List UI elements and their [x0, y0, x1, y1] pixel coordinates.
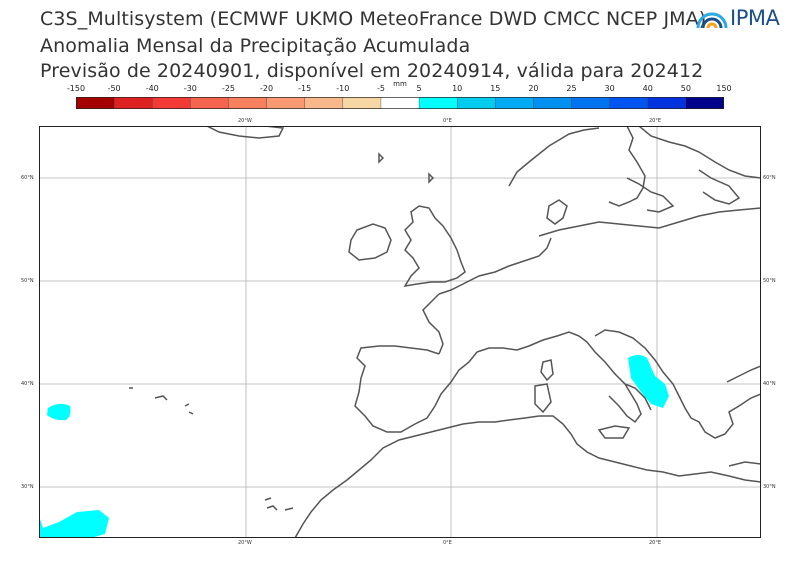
- anomaly-patch-southwest: [39, 510, 109, 538]
- latitude-tick-label: 60°N: [21, 175, 34, 181]
- longitude-tick-label: 20°W: [238, 118, 252, 124]
- anomaly-patch-adriatic: [628, 355, 669, 408]
- colorbar-level-label: 10: [452, 84, 463, 93]
- map-gridlines: [39, 126, 761, 538]
- europe-anomaly-map: [39, 126, 761, 538]
- colorbar-swatch: [571, 97, 611, 109]
- latitude-tick-label: 60°N: [763, 175, 776, 181]
- colorbar-swatch: [685, 97, 724, 109]
- colorbar-level-label: -15: [298, 84, 312, 93]
- longitude-tick-label: 20°E: [649, 118, 662, 124]
- colorbar-swatch: [647, 97, 687, 109]
- colorbar-swatch: [418, 97, 458, 109]
- latitude-tick-label: 40°N: [763, 381, 776, 387]
- colorbar-level-label: -5: [376, 84, 385, 93]
- colorbar-level-label: 15: [490, 84, 501, 93]
- colorbar-level-label: 5: [416, 84, 422, 93]
- longitude-tick-label: 0°E: [443, 540, 452, 546]
- latitude-tick-label: 40°N: [21, 381, 34, 387]
- colorbar-outline: [76, 97, 724, 109]
- longitude-tick-label: 0°E: [443, 118, 452, 124]
- colorbar-level-label: -50: [107, 84, 121, 93]
- coastlines: [129, 126, 761, 538]
- colorbar-level-label: 50: [680, 84, 691, 93]
- latitude-tick-label: 30°N: [21, 484, 34, 490]
- longitude-tick-label: 20°W: [238, 540, 252, 546]
- colorbar-swatch: [113, 97, 153, 109]
- colorbar-swatch: [495, 97, 534, 109]
- map-frame: [39, 126, 761, 538]
- colorbar-swatch: [533, 97, 573, 109]
- anomaly-regions: [39, 355, 669, 538]
- ipma-logo-text: IPMA: [730, 6, 780, 30]
- ipma-logo: IPMA: [694, 6, 784, 32]
- latitude-tick-label: 50°N: [21, 278, 34, 284]
- anomaly-patch-atlantic: [47, 403, 71, 421]
- ipma-logo-icon: [696, 12, 728, 29]
- colorbar-swatch: [266, 97, 306, 109]
- colorbar-level-label: 40: [642, 84, 653, 93]
- colorbar-swatch: [456, 97, 496, 109]
- colorbar-level-label: -10: [336, 84, 350, 93]
- colorbar-level-label: 25: [566, 84, 577, 93]
- colorbar-level-label: -40: [145, 84, 159, 93]
- colorbar-swatch: [342, 97, 382, 109]
- latitude-tick-label: 50°N: [763, 278, 776, 284]
- colorbar-level-label: 30: [604, 84, 615, 93]
- longitude-tick-label: 20°E: [649, 540, 662, 546]
- latitude-tick-label: 30°N: [763, 484, 776, 490]
- title-line-dates: Previsão de 20240901, disponível em 2024…: [40, 60, 704, 82]
- colorbar-swatch: [380, 97, 420, 109]
- colorbar-level-label: -30: [183, 84, 197, 93]
- precipitation-colorbar: [76, 97, 724, 109]
- title-line-models: C3S_Multisystem (ECMWF UKMO MeteoFrance …: [40, 8, 707, 30]
- colorbar-swatch: [76, 97, 115, 109]
- colorbar-unit: mm: [393, 80, 407, 88]
- colorbar-level-label: -20: [260, 84, 274, 93]
- title-line-variable: Anomalia Mensal da Precipitação Acumulad…: [40, 35, 471, 57]
- colorbar-swatch: [190, 97, 229, 109]
- colorbar-level-label: 150: [716, 84, 732, 93]
- colorbar-level-label: 20: [528, 84, 539, 93]
- colorbar-swatch: [228, 97, 268, 109]
- colorbar-level-label: -25: [221, 84, 236, 93]
- colorbar-swatch: [609, 97, 649, 109]
- colorbar-swatch: [152, 97, 191, 109]
- colorbar-swatch: [304, 97, 344, 109]
- colorbar-level-label: -150: [66, 84, 86, 93]
